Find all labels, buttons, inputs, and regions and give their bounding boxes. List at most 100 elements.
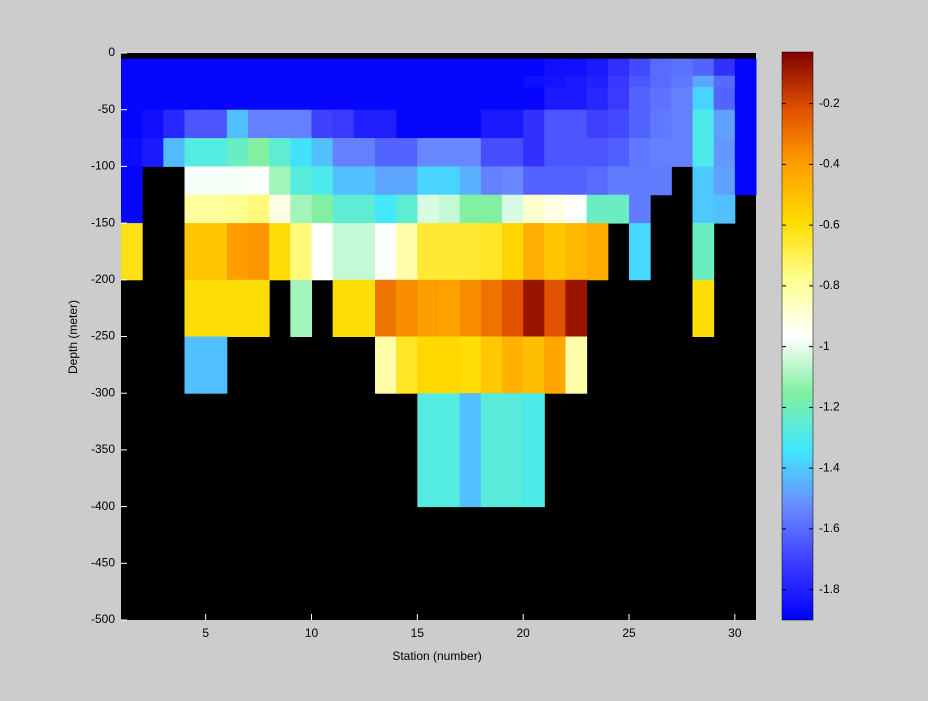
heatmap-cell — [311, 87, 334, 111]
heatmap-cell — [523, 393, 545, 508]
heatmap-cell — [629, 87, 651, 111]
heatmap-cell — [544, 166, 566, 196]
heatmap-cell — [226, 58, 249, 77]
colorbar-tick-label: -1.4 — [819, 460, 840, 474]
heatmap-cell — [311, 58, 334, 77]
heatmap-cell — [692, 166, 715, 196]
heatmap-cell — [480, 279, 503, 337]
heatmap-cell — [607, 75, 630, 88]
heatmap-cell — [734, 75, 757, 88]
x-tick-label: 10 — [305, 626, 319, 640]
heatmap-cell — [248, 194, 270, 224]
heatmap-cell — [248, 58, 270, 77]
heatmap-cell — [480, 109, 503, 139]
heatmap-cell — [586, 58, 609, 77]
heatmap-cell — [671, 75, 693, 88]
heatmap-cell — [226, 194, 249, 224]
heatmap-cell — [226, 223, 249, 281]
heatmap-cell — [480, 87, 503, 111]
heatmap-cell — [417, 138, 439, 167]
heatmap-cell — [629, 223, 651, 281]
heatmap-cell — [650, 75, 672, 88]
heatmap-cell — [396, 58, 418, 77]
heatmap-cell — [269, 87, 291, 111]
heatmap-cell — [121, 87, 143, 111]
heatmap-cell — [290, 194, 312, 224]
heatmap-cell — [671, 138, 693, 167]
heatmap-cell — [713, 194, 736, 224]
heatmap-cell — [438, 194, 461, 224]
x-tick-label: 5 — [202, 626, 209, 640]
heatmap-cell — [502, 87, 524, 111]
heatmap-cell — [438, 75, 461, 88]
heatmap-cell — [459, 336, 482, 394]
heatmap-cell — [502, 194, 524, 224]
heatmap-cell — [396, 166, 418, 196]
heatmap-cell — [607, 109, 630, 139]
heatmap-cell — [248, 109, 270, 139]
heatmap-cell — [311, 109, 334, 139]
heatmap-cell — [629, 138, 651, 167]
x-tick-label: 15 — [411, 626, 425, 640]
heatmap-cell — [290, 223, 312, 281]
heatmap-cell — [671, 87, 693, 111]
heatmap-cell — [205, 75, 228, 88]
heatmap-cell — [121, 109, 143, 139]
heatmap-cell — [438, 166, 461, 196]
heatmap-cell — [523, 109, 545, 139]
heatmap-cell — [692, 109, 715, 139]
heatmap-cell — [417, 194, 439, 224]
heatmap-cell — [586, 166, 609, 196]
heatmap-cell — [248, 223, 270, 281]
heatmap-cell — [417, 279, 439, 337]
heatmap-cell — [353, 138, 376, 167]
heatmap-cell — [375, 223, 397, 281]
heatmap-cell — [565, 109, 588, 139]
heatmap-cell — [184, 279, 207, 337]
heatmap-cell — [650, 138, 672, 167]
heatmap-cell — [269, 138, 291, 167]
heatmap-cell — [184, 223, 207, 281]
heatmap-cell — [438, 138, 461, 167]
heatmap-cell — [629, 58, 651, 77]
heatmap-cell — [607, 194, 630, 224]
heatmap-cell — [248, 166, 270, 196]
heatmap-cell — [332, 194, 355, 224]
heatmap-cell — [417, 87, 439, 111]
heatmap-cell — [438, 109, 461, 139]
heatmap-cell — [565, 138, 588, 167]
heatmap-cell — [544, 138, 566, 167]
heatmap-cell — [438, 336, 461, 394]
heatmap-cell — [629, 75, 651, 88]
heatmap-cell — [671, 58, 693, 77]
heatmap-cell — [353, 87, 376, 111]
y-tick-label: -500 — [91, 612, 115, 626]
heatmap-cell — [523, 194, 545, 224]
heatmap-cell — [269, 194, 291, 224]
heatmap-cell — [586, 194, 609, 224]
heatmap-cell — [480, 75, 503, 88]
heatmap-cell — [269, 58, 291, 77]
heatmap-cell — [480, 166, 503, 196]
heatmap-cell — [332, 58, 355, 77]
colorbar-tick-label: -1 — [819, 339, 830, 353]
heatmap-cell — [523, 58, 545, 77]
heatmap-cell — [438, 279, 461, 337]
heatmap-cell — [523, 75, 545, 88]
heatmap-cell — [523, 166, 545, 196]
heatmap-cell — [586, 223, 609, 281]
heatmap-cell — [586, 87, 609, 111]
heatmap-cell — [226, 138, 249, 167]
heatmap-cell — [205, 138, 228, 167]
heatmap-cell — [565, 336, 588, 394]
heatmap-cell — [226, 109, 249, 139]
heatmap-cell — [205, 109, 228, 139]
heatmap-cell — [692, 75, 715, 88]
heatmap-cell — [121, 75, 143, 88]
heatmap-cell — [375, 58, 397, 77]
heatmap-cell — [184, 75, 207, 88]
heatmap-cell — [544, 75, 566, 88]
heatmap-cell — [290, 87, 312, 111]
heatmap-cell — [692, 138, 715, 167]
heatmap-cell — [375, 194, 397, 224]
